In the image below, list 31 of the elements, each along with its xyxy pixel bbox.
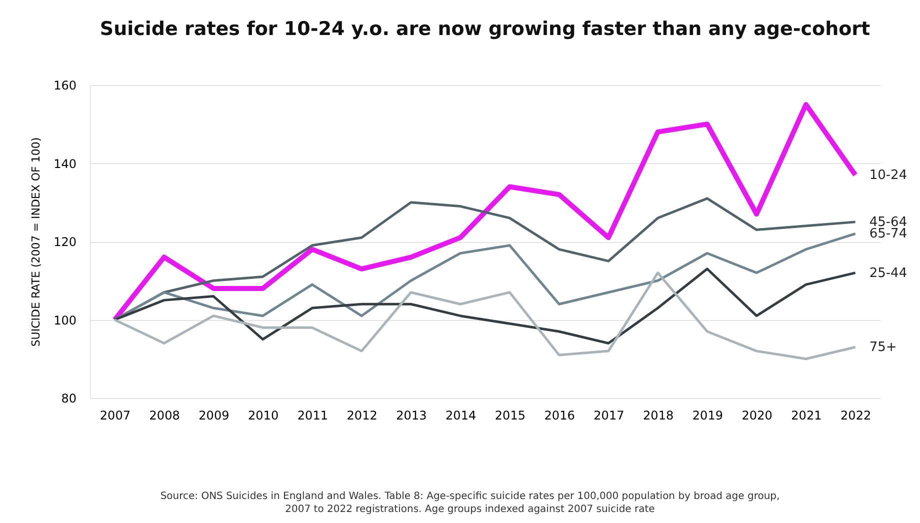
x-tick-label: 2016 bbox=[544, 408, 575, 422]
x-tick-label: 2015 bbox=[494, 408, 526, 422]
x-tick-label: 2022 bbox=[840, 408, 872, 422]
x-tick-label: 2011 bbox=[297, 408, 328, 422]
y-tick-label: 160 bbox=[54, 78, 76, 92]
series-label: 25-44 bbox=[869, 266, 908, 281]
x-tick-label: 2013 bbox=[396, 408, 427, 422]
line-series bbox=[113, 272, 857, 360]
x-tick-label: 2021 bbox=[791, 408, 822, 422]
y-tick-label: 80 bbox=[61, 392, 76, 406]
y-tick-label: 140 bbox=[54, 156, 76, 171]
line-series bbox=[113, 268, 857, 344]
series-label: 10-24 bbox=[869, 168, 908, 183]
x-tick-label: 2018 bbox=[643, 408, 674, 422]
source-note: Source: ONS Suicides in England and Wales. Table 8: Age-specific suicide rates per 100,000 population by broad age group, 2007 to 2022 registrations. Age groups indexed against 2007 suicide rate bbox=[159, 490, 781, 516]
x-tick-label: 2009 bbox=[198, 408, 230, 422]
x-tick-label: 2007 bbox=[100, 408, 130, 422]
y-axis-title: SUICIDE RATE (2007 = INDEX OF 100) bbox=[30, 137, 43, 347]
x-tick-label: 2012 bbox=[346, 408, 378, 422]
chart-title: Suicide rates for 10-24 y.o. are now growing faster than any age-cohort bbox=[100, 18, 870, 40]
x-tick-label: 2010 bbox=[248, 408, 279, 422]
x-tick-label: 2019 bbox=[692, 408, 723, 422]
x-tick-label: 2014 bbox=[446, 408, 476, 422]
series-label: 65-74 bbox=[869, 226, 908, 242]
x-tick-label: 2017 bbox=[594, 408, 624, 422]
x-tick-label: 2008 bbox=[149, 408, 180, 422]
series-label: 75+ bbox=[869, 340, 897, 356]
x-tick-label: 2020 bbox=[742, 408, 772, 422]
y-tick-label: 100 bbox=[54, 313, 76, 328]
y-tick-label: 120 bbox=[54, 235, 76, 249]
line-series bbox=[113, 232, 857, 321]
